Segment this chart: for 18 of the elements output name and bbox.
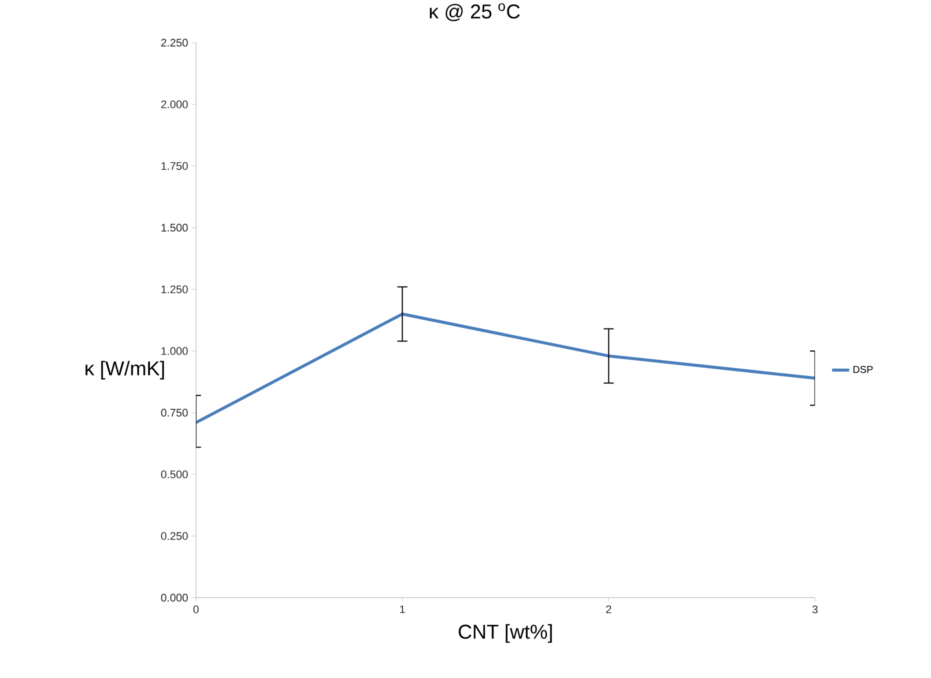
y-tick-label: 0.500 bbox=[161, 470, 188, 478]
x-axis-title: CNT [wt%] bbox=[458, 624, 552, 643]
y-tick-label: 0.750 bbox=[161, 408, 188, 417]
x-tick-label: 0 bbox=[193, 606, 199, 614]
y-tick-label: 0.250 bbox=[161, 532, 188, 540]
legend-label: DSP bbox=[853, 366, 873, 374]
chart-title: κ @ 25 $^{o}$C bbox=[430, 3, 520, 22]
x-tick-label: 2 bbox=[606, 606, 612, 614]
y-tick-label: 2.250 bbox=[161, 38, 188, 47]
x-tick-label: 3 bbox=[812, 606, 818, 614]
y-tick-label: 2.000 bbox=[161, 100, 188, 108]
y-axis-title: κ [W/mK] bbox=[86, 360, 164, 380]
y-tick-label: 1.250 bbox=[162, 286, 188, 294]
y-tick-label: 0.000 bbox=[161, 594, 188, 602]
x-tick-label: 1 bbox=[400, 606, 405, 614]
y-tick-label: 1.500 bbox=[162, 224, 188, 232]
y-tick-label: 1.000 bbox=[162, 347, 188, 356]
y-tick-label: 1.750 bbox=[162, 162, 188, 170]
